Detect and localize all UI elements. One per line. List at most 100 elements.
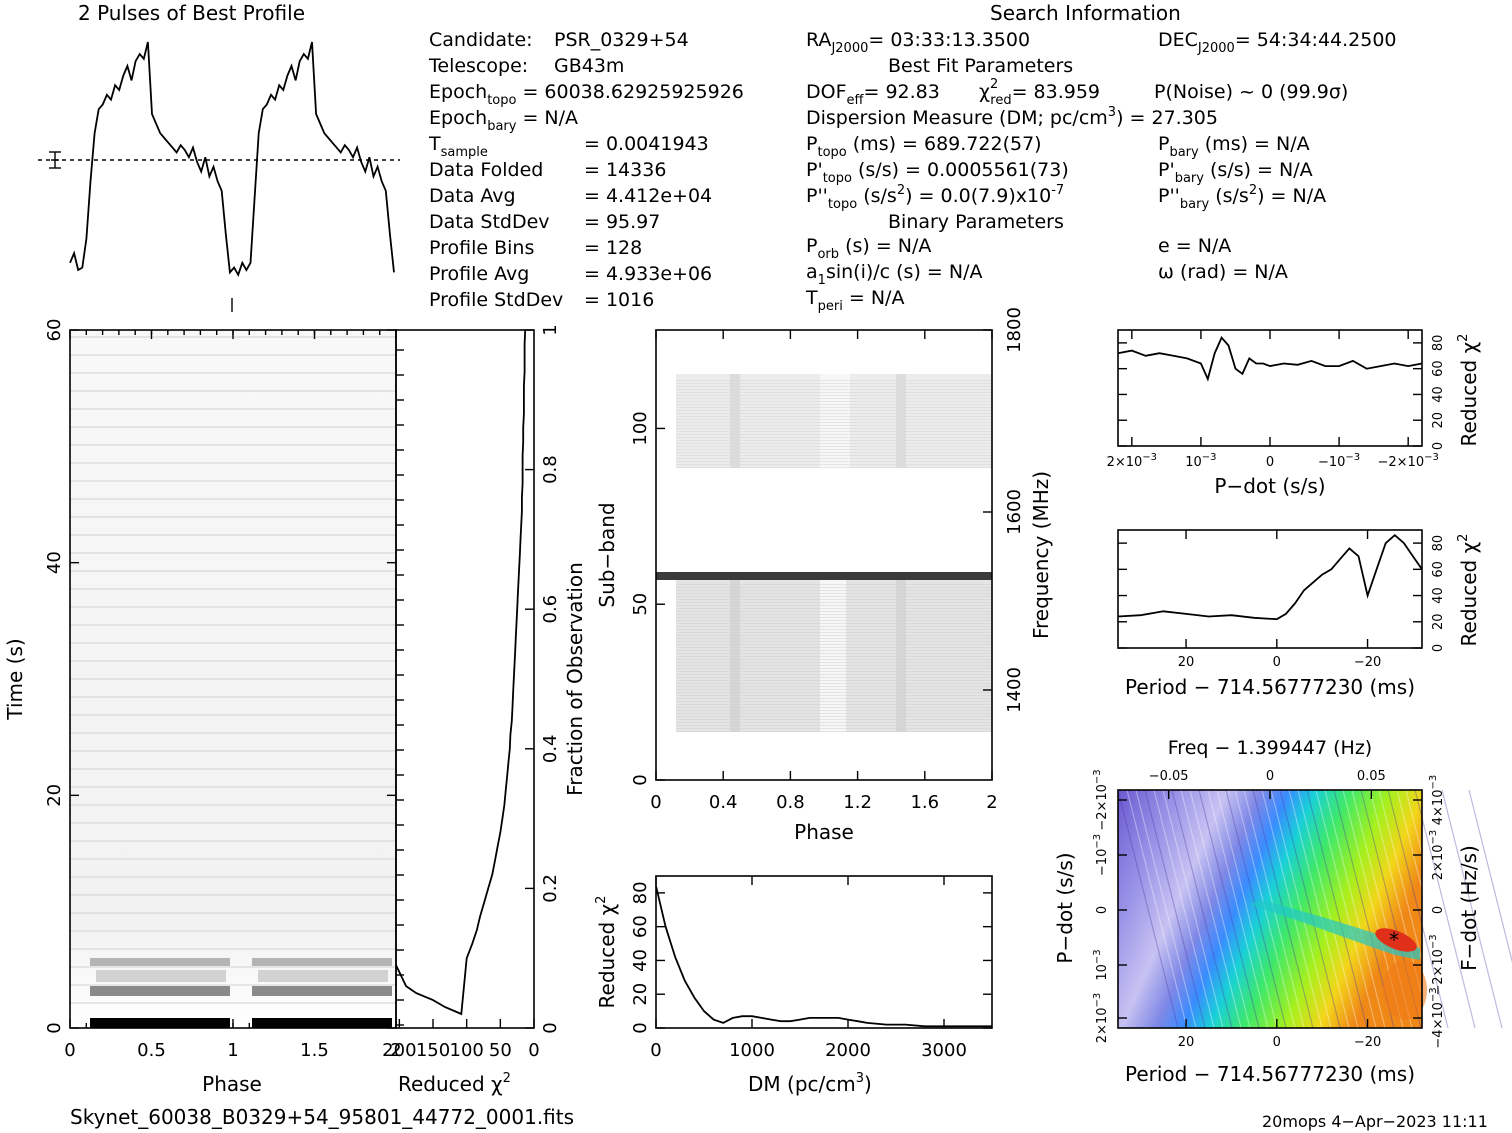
period-ylabel: Reduced χ2 [1456, 534, 1481, 647]
y-tick-label: 0 [630, 774, 651, 785]
pdot-chi-plot: 2×10−3 10−3 0 −10−3 −2×10−3 0 20 40 60 80 P−dot (… [1107, 329, 1481, 498]
y-tick-label: 0 [44, 1022, 65, 1033]
best-fit-title: Best Fit Parameters [888, 55, 1073, 77]
y-tick-label: −2×10−3 [1092, 769, 1110, 830]
profile-errorbar [49, 151, 61, 169]
x-tick-label: 200 [382, 1040, 416, 1061]
dec-label: DECJ2000= 54:34:44.2500 [1158, 29, 1397, 56]
period-chi-plot: 20 0 −20 0 20 40 60 80 Period − 714.56777230 (m… [1117, 529, 1481, 699]
fdot-ylabel: F−dot (Hz/s) [1457, 845, 1481, 971]
y-tick-label: 0 [1431, 644, 1446, 652]
x-tick-label: 50 [489, 1040, 512, 1061]
search-info-title: Search Information [990, 1, 1181, 25]
time-phase-pulse [252, 1018, 392, 1028]
pdot-xlabel: P−dot (s/s) [1214, 474, 1325, 498]
y-tick-label: 60 [630, 915, 651, 938]
y-tick-label: 60 [44, 319, 65, 342]
x-tick-label: 0 [64, 1040, 75, 1061]
time-phase-pulse [90, 1018, 230, 1028]
info-value-1: GB43m [554, 55, 624, 77]
x-tick-label: 0.4 [709, 792, 738, 813]
info-label-6: Data Avg [429, 185, 516, 207]
pnoise-label: P(Noise) ~ 0 (99.9σ) [1154, 81, 1348, 103]
y-tick-label: 20 [1431, 614, 1446, 631]
pddtopo-label: P''topo (s/s2) = 0.0(7.9)x10-7 [806, 183, 1064, 212]
x-tick-label: 150 [416, 1040, 450, 1061]
x-tick-label: 0 [1273, 1035, 1281, 1050]
x-tick-label: 100 [450, 1040, 484, 1061]
subband-xlabel: Phase [794, 820, 854, 844]
y-tick-label: 0 [630, 1022, 651, 1033]
omega-label: ω (rad) = N/A [1158, 261, 1288, 283]
info-value-4: = 0.0041943 [584, 133, 709, 155]
pdtopo-label: P'topo (s/s) = 0.0005561(73) [806, 159, 1069, 186]
x-tick-label: 0 [1273, 655, 1281, 670]
x-tick-label: 0 [528, 1040, 539, 1061]
info-value-5: = 14336 [584, 159, 666, 181]
x-tick-label: 1.5 [300, 1040, 329, 1061]
y-tick-label: 0 [1431, 442, 1446, 450]
chi-fraction-ylabel: Fraction of Observation [563, 562, 587, 796]
y-tick-label: 80 [1431, 335, 1446, 352]
subband-bright-channel [656, 572, 992, 580]
y-tick-label: 20 [44, 784, 65, 807]
pdbary-label: P'bary (s/s) = N/A [1158, 159, 1313, 186]
y-tick-label: 0.8 [540, 455, 561, 484]
pbary-label: Pbary (ms) = N/A [1158, 133, 1310, 160]
chi-fraction-plot: 200 150 100 50 00 0.2 0.4 0.6 0.8 1 Reduced χ2 Fr… [382, 324, 587, 1096]
x-tick-label: 20 [1178, 655, 1195, 670]
y-tick-label: 40 [630, 949, 651, 972]
x-tick-label: −10−3 [1318, 452, 1360, 470]
subband-phase-plot: 0 0.4 0.8 1.2 1.6 2 0 50 100 1400 1600 1800 Phase S… [595, 307, 1053, 844]
x-tick-label: −2×10−3 [1378, 452, 1439, 470]
a1sini-label: a1sin(i)/c (s) = N/A [806, 261, 982, 288]
pdot-ylabel: Reduced χ2 [1456, 334, 1481, 447]
dm-label: Dispersion Measure (DM; pc/cm3) = 27.305 [806, 105, 1218, 129]
info-label-7: Data StdDev [429, 211, 550, 233]
dm-xlabel: DM (pc/cm3) [748, 1071, 872, 1096]
info-label-1: Telescope: [428, 55, 528, 77]
x-tick-label: −20 [1354, 1035, 1381, 1050]
candidate-info: Candidate: PSR_0329+54 Telescope: GB43m Epoc… [428, 29, 744, 311]
y-tick-label: 0.4 [540, 734, 561, 763]
y-tick-label: −10−3 [1092, 834, 1110, 876]
info-value-8: = 128 [584, 237, 642, 259]
binary-title: Binary Parameters [888, 211, 1064, 233]
y2-tick-label: 2×10−3 [1428, 830, 1446, 880]
y-tick-label: 60 [1431, 561, 1446, 578]
footer-filename: Skynet_60038_B0329+54_95801_44772_0001.f… [70, 1105, 574, 1129]
freq-top-label: Freq − 1.399447 (Hz) [1168, 737, 1372, 759]
y-tick-label: 2×10−3 [1092, 993, 1110, 1043]
x-tick-label: −20 [1354, 655, 1381, 670]
x-tick-label: 2000 [825, 1040, 871, 1061]
info-value-7: = 95.97 [584, 211, 660, 233]
y-tick-label: 0.6 [540, 595, 561, 624]
porb-label: Porb (s) = N/A [806, 235, 931, 262]
info-label-5: Data Folded [429, 159, 543, 181]
chi-fraction-xlabel: Reduced χ2 [398, 1071, 511, 1096]
x-tick-label: 3000 [921, 1040, 967, 1061]
y-tick-label: 80 [1431, 535, 1446, 552]
info-label-10: Profile StdDev [429, 289, 563, 311]
y-tick-label: 1 [540, 324, 561, 335]
info-label-4: Tsample [428, 133, 488, 160]
ecc-label: e = N/A [1158, 235, 1231, 257]
y-tick-label: 40 [44, 551, 65, 574]
ppdot-ylabel: P−dot (s/s) [1053, 852, 1077, 963]
subband-ylabel: Sub−band [595, 502, 619, 607]
frequency-label: Frequency (MHz) [1029, 471, 1053, 639]
info-value-6: = 4.412e+04 [584, 185, 712, 207]
p-pdot-plane: Freq − 1.399447 (Hz) * 20 0 −20 −0.05 0 0.05 2… [1053, 737, 1512, 1086]
y2-tick-label: 1600 [1004, 489, 1025, 535]
info-label-0: Candidate: [429, 29, 533, 51]
chi2-peak [1375, 928, 1417, 952]
y-tick-label: 60 [1431, 360, 1446, 377]
info-label-8: Profile Bins [429, 237, 534, 259]
profile-title: 2 Pulses of Best Profile [78, 1, 305, 25]
x-tick-label: 1000 [729, 1040, 775, 1061]
best-fit-marker: * [1389, 928, 1399, 952]
pddbary-label: P''bary (s/s2) = N/A [1158, 183, 1326, 212]
x-tick-label: 1 [227, 1040, 238, 1061]
